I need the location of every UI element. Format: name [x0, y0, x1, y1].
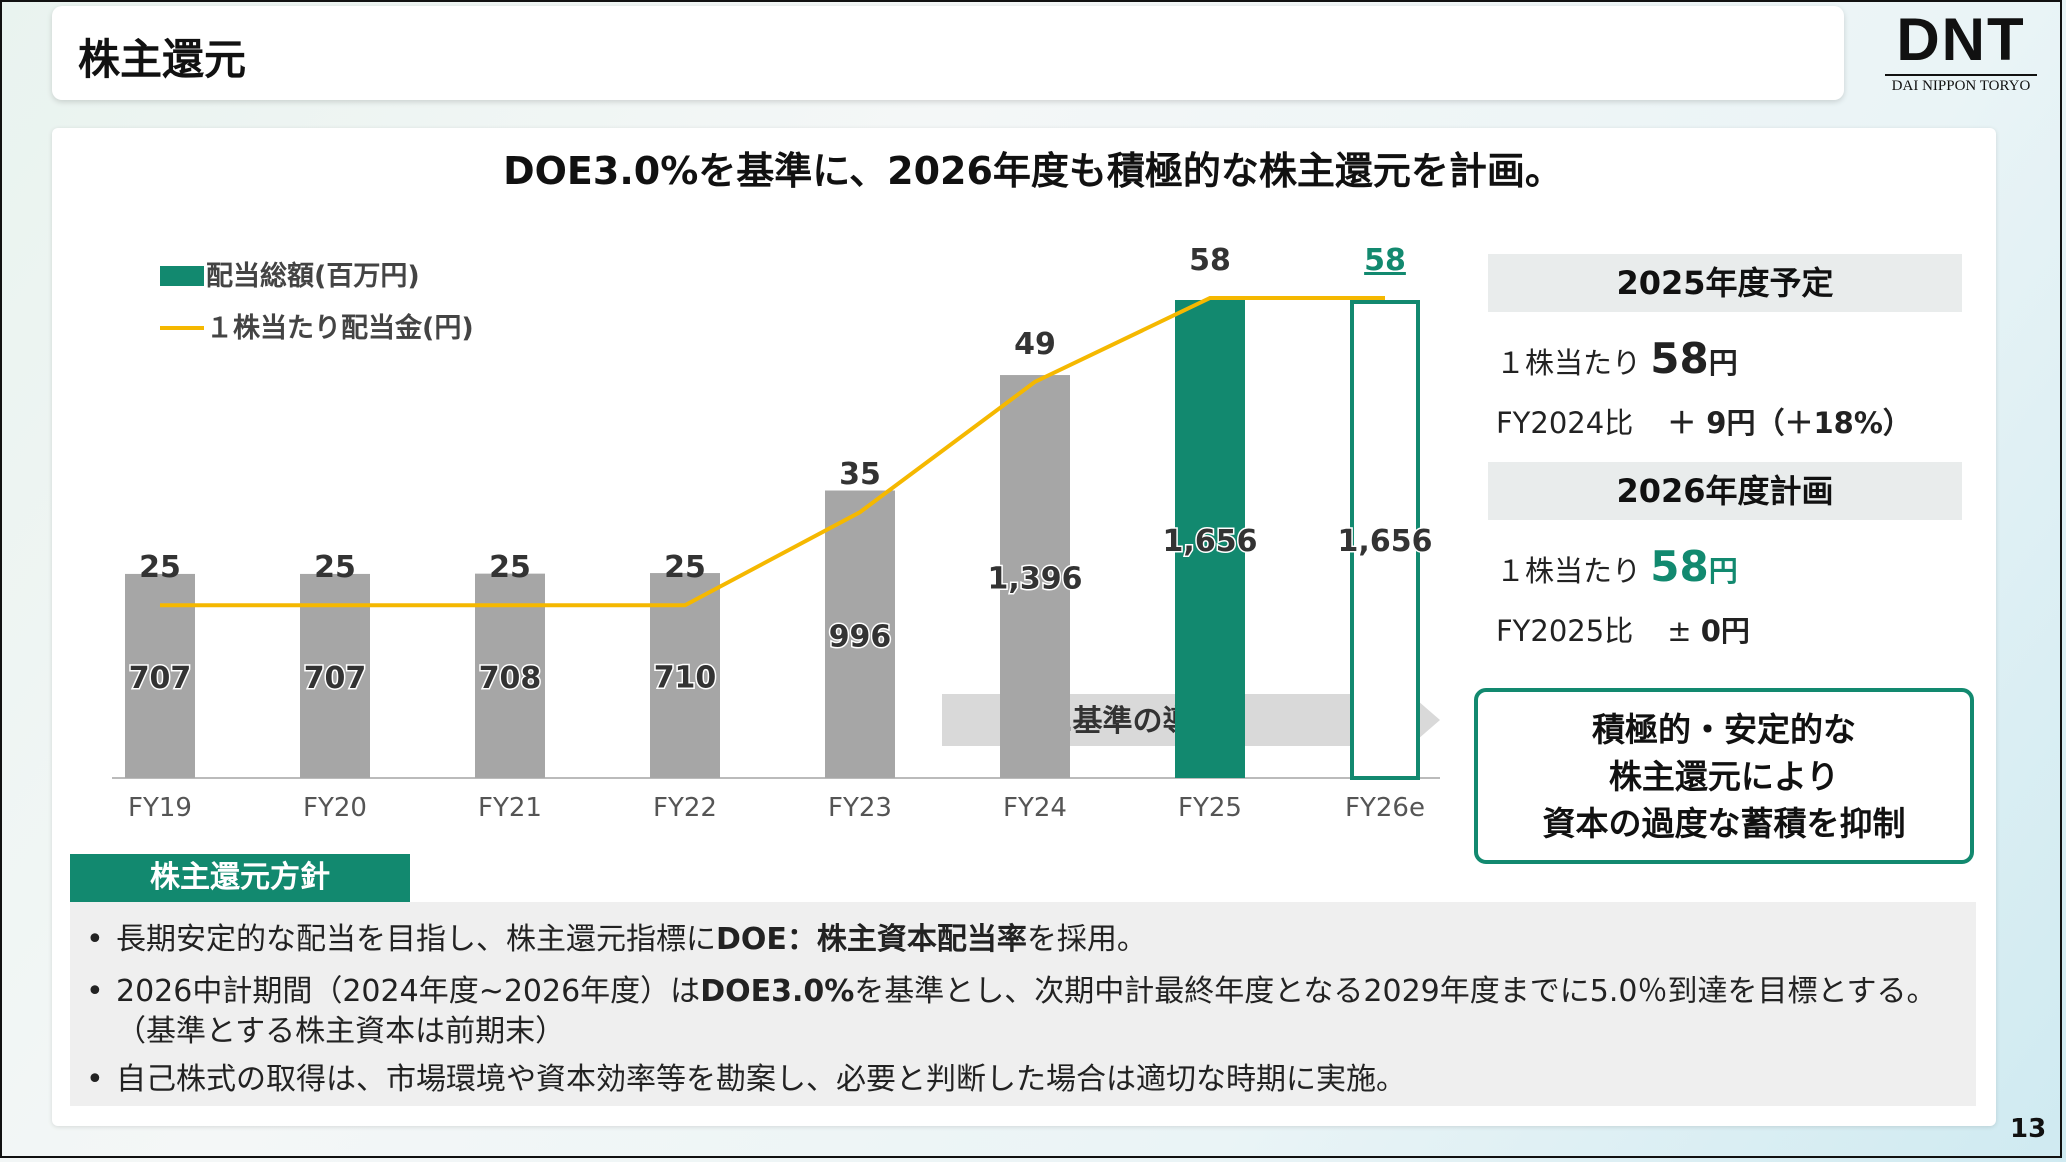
policy-bullet-2-bold: DOE3.0% [700, 974, 855, 1009]
logo-mark: DNT [1896, 6, 2026, 73]
fy2025-change-prefix: FY2024比 [1496, 406, 1634, 440]
fy2026-change-prefix: FY2025比 [1496, 614, 1634, 648]
legend-line-label: １株当たり配当金(円) [206, 312, 474, 344]
policy-bullet-1-pre: 長期安定的な配当を目指し、株主還元指標に [116, 922, 716, 957]
bar-FY23 [825, 490, 895, 778]
fy2026-heading: 2026年度計画 [1488, 462, 1962, 520]
legend-bar-swatch [160, 266, 204, 286]
fy2025-heading: 2025年度予定 [1488, 254, 1962, 312]
fy2026-dps-prefix: １株当たり [1496, 554, 1642, 588]
policy-bullet-2-cont: （基準とする株主資本は前期末） [86, 1006, 565, 1050]
fy2026-dps-value: 58 [1650, 542, 1709, 591]
policy-bullet-1-post: を採用。 [1026, 922, 1147, 957]
policy-bullet-2: • 2026中計期間（2024年度~2026年度）はDOE3.0%を基準とし、次期… [86, 974, 1937, 1009]
dps-label-FY22: 25 [664, 550, 706, 585]
bar-FY21 [475, 573, 545, 778]
bar-value-label-FY22: 710 [654, 661, 717, 696]
callout-line-3: 資本の過度な蓄積を抑制 [1542, 803, 1906, 843]
bar-FY20 [300, 573, 370, 778]
bar-value-label-FY23: 996 [829, 619, 892, 654]
bar-FY26e [1350, 300, 1420, 780]
bar-value-label-FY21: 708 [479, 661, 542, 696]
dps-line [160, 296, 1385, 608]
bar-value-label-FY25: 1,656 [1163, 524, 1258, 559]
policy-bullet-2-cont-text: （基準とする株主資本は前期末） [116, 1014, 566, 1049]
bar-value-label-FY26e: 1,656 [1338, 524, 1433, 559]
callout-line-2: 株主還元により [1608, 756, 1840, 796]
bar-value-label-FY20: 707 [304, 661, 367, 696]
dps-label-FY20: 25 [314, 550, 356, 585]
x-tick-FY23: FY23 [828, 793, 892, 823]
headline: DOE3.0%を基準に、2026年度も積極的な株主還元を計画。 [503, 149, 1563, 193]
policy-bullet-1: • 長期安定的な配当を目指し、株主還元指標にDOE：株主資本配当率を採用。 [86, 922, 1147, 957]
logo-company-name: DAI NIPPON TORYO [1885, 74, 2037, 95]
x-tick-FY21: FY21 [478, 793, 542, 823]
fy2026-change-sign: ± [1667, 614, 1701, 648]
fy2026-change-line: FY2025比 ± 0円 [1496, 608, 1750, 650]
dps-label-FY26e: 58 [1364, 243, 1406, 278]
legend-bar-label: 配当総額(百万円) [206, 260, 420, 292]
callout-box: 積極的・安定的な 株主還元により 資本の過度な蓄積を抑制 [1474, 688, 1974, 864]
bar-value-label-FY19: 707 [129, 661, 192, 696]
x-tick-FY24: FY24 [1003, 793, 1067, 823]
company-logo: DNT DAI NIPPON TORYO [1876, 10, 2046, 95]
page-number: 13 [2010, 1114, 2047, 1144]
dps-label-FY25: 58 [1189, 243, 1231, 278]
policy-tab: 株主還元方針 [70, 854, 410, 902]
callout-line-1: 積極的・安定的な [1592, 709, 1856, 749]
bar-value-label-FY24: 1,396 [988, 562, 1083, 597]
bar-FY19 [125, 573, 195, 778]
fy2025-dps-unit: 円 [1708, 346, 1738, 380]
fy2025-dps-prefix: １株当たり [1496, 346, 1642, 380]
dps-label-FY24: 49 [1014, 327, 1056, 362]
policy-bullet-3: • 自己株式の取得は、市場環境や資本効率等を勘案し、必要と判断した場合は適切な時期… [86, 1062, 1406, 1097]
policy-bullet-2-post: を基準とし、次期中計最終年度となる2029年度までに5.0％到達を目標とする。 [854, 974, 1937, 1009]
policy-box [70, 902, 1976, 1106]
fy2025-dps-value: 58 [1650, 334, 1709, 383]
x-tick-FY19: FY19 [128, 793, 192, 823]
policy-bullet-2-pre: 2026中計期間（2024年度~2026年度）は [116, 974, 701, 1009]
page-title: 株主還元 [78, 35, 247, 84]
dps-label-FY21: 25 [489, 550, 531, 585]
x-tick-FY26e: FY26e [1345, 793, 1425, 823]
x-tick-FY20: FY20 [303, 793, 367, 823]
dps-label-FY19: 25 [139, 550, 181, 585]
dps-label-FY23: 35 [839, 457, 881, 492]
fy2026-change-value: 0円 [1700, 614, 1750, 648]
bar-FY24 [1000, 375, 1070, 778]
bar-FY25 [1175, 300, 1245, 778]
policy-bullet-3-text: 自己株式の取得は、市場環境や資本効率等を勘案し、必要と判断した場合は適切な時期に… [116, 1062, 1406, 1097]
title-bar [52, 6, 1844, 100]
fy2025-dps-line: １株当たり 58円 [1496, 334, 1738, 383]
policy-bullet-1-bold: DOE：株主資本配当率 [716, 922, 1027, 957]
fy2025-change-value: ＋ 9円（＋18%） [1667, 406, 1912, 440]
fy2026-dps-line: １株当たり 58円 [1496, 542, 1738, 591]
fy2026-dps-unit: 円 [1708, 554, 1738, 588]
x-tick-FY22: FY22 [653, 793, 717, 823]
x-tick-FY25: FY25 [1178, 793, 1242, 823]
fy2025-change-line: FY2024比 ＋ 9円（＋18%） [1496, 400, 1912, 442]
